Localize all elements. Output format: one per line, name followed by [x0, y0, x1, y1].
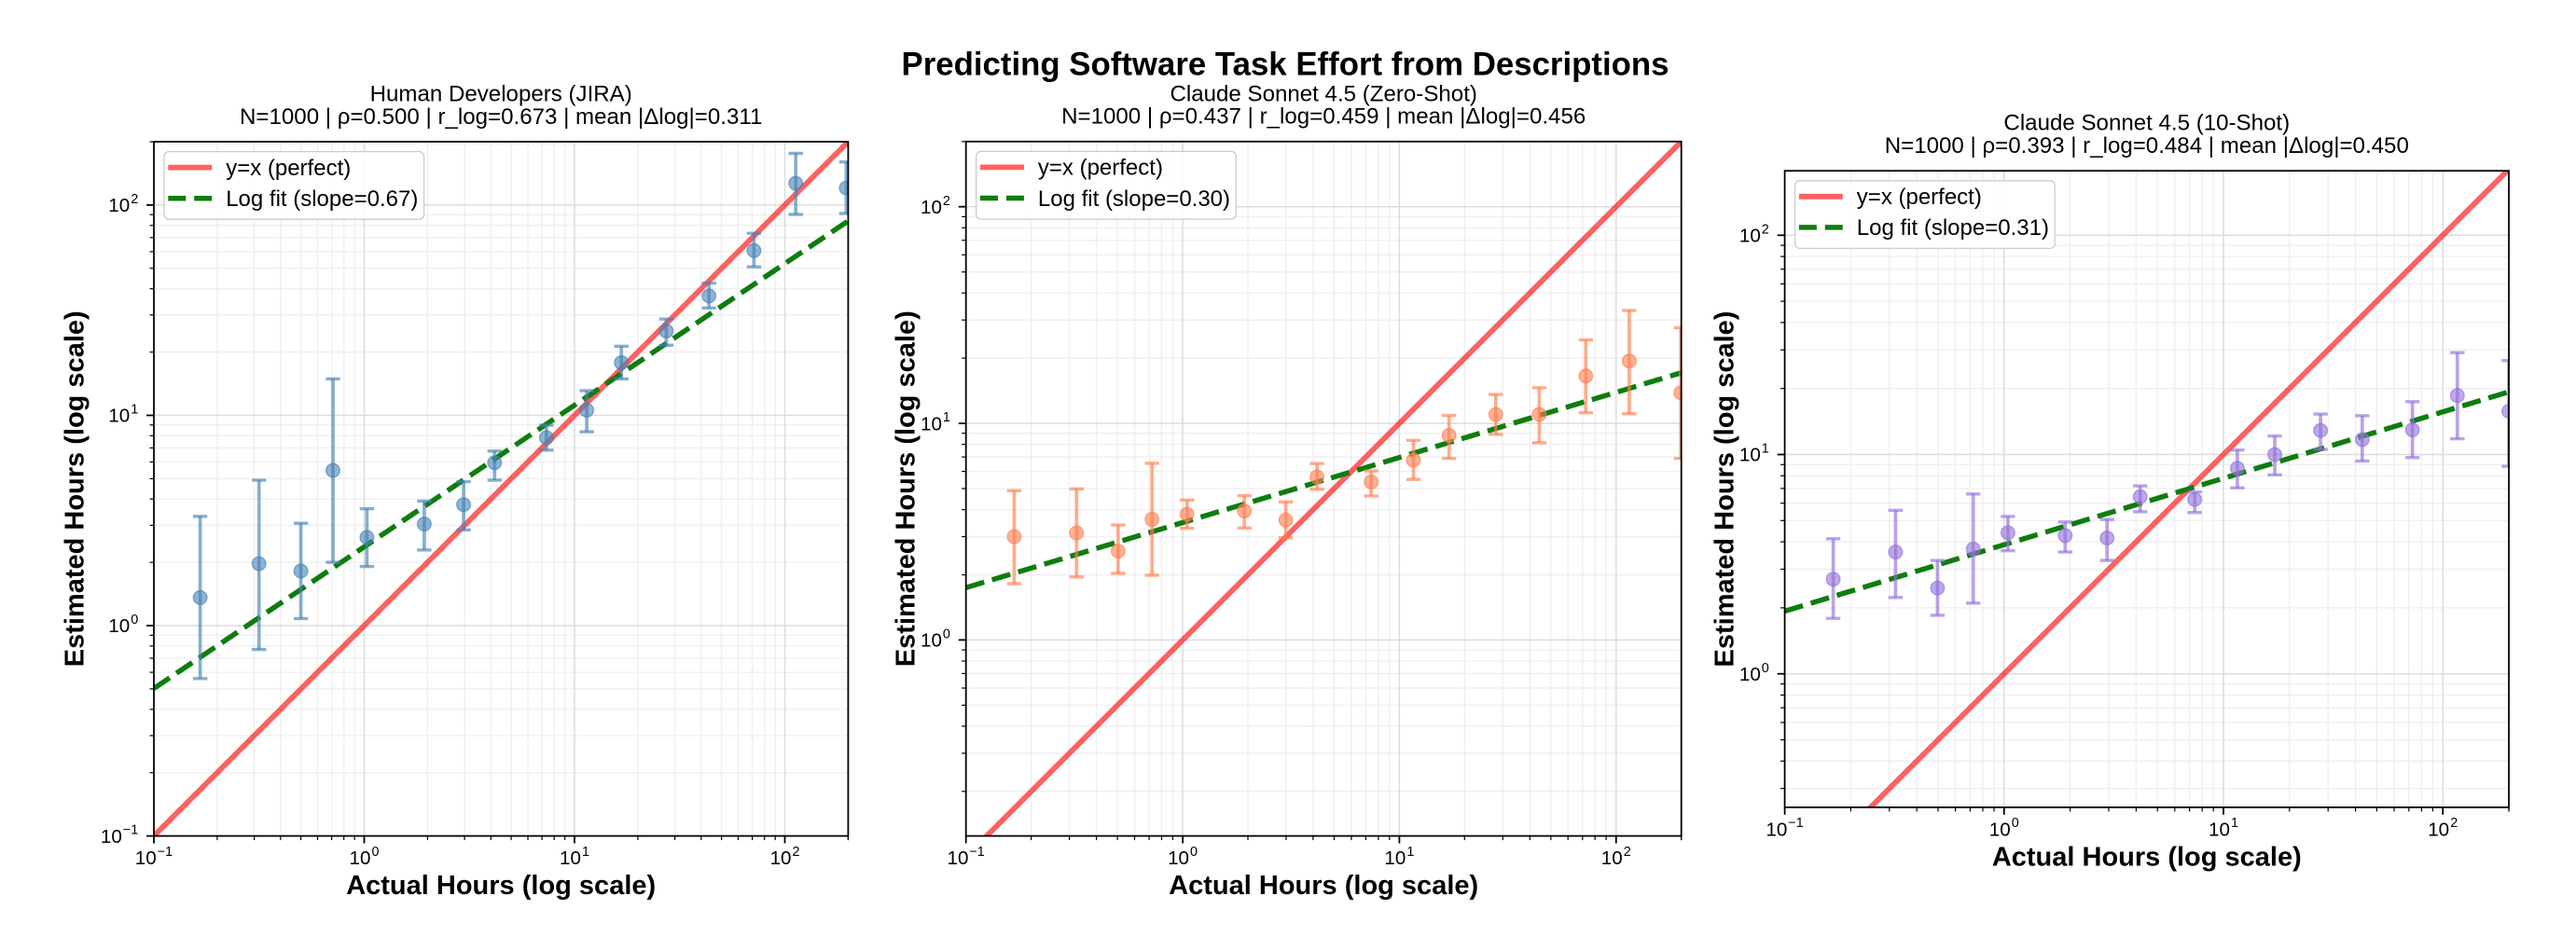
- svg-text:y=x (perfect): y=x (perfect): [226, 156, 351, 181]
- svg-text:Estimated Hours (log scale): Estimated Hours (log scale): [892, 310, 921, 667]
- svg-text:2: 2: [793, 845, 800, 860]
- svg-text:10: 10: [1739, 445, 1761, 466]
- svg-text:10: 10: [108, 195, 130, 216]
- svg-text:−1: −1: [123, 823, 138, 838]
- svg-text:Human Developers (JIRA): Human Developers (JIRA): [370, 82, 632, 107]
- svg-text:N=1000 | ρ=0.393 | r_log=0.484: N=1000 | ρ=0.393 | r_log=0.484 | mean |Δ…: [1885, 133, 2409, 158]
- svg-text:y=x (perfect): y=x (perfect): [1038, 156, 1163, 181]
- svg-text:10: 10: [770, 848, 792, 869]
- svg-text:Log fit (slope=0.30): Log fit (slope=0.30): [1038, 186, 1230, 212]
- svg-text:10: 10: [135, 848, 157, 869]
- svg-text:Estimated Hours (log scale): Estimated Hours (log scale): [1710, 311, 1740, 668]
- svg-text:10: 10: [1739, 664, 1761, 685]
- svg-text:0: 0: [1762, 661, 1769, 676]
- svg-text:1: 1: [131, 403, 138, 418]
- svg-text:Claude Sonnet 4.5 (Zero-Shot): Claude Sonnet 4.5 (Zero-Shot): [1170, 81, 1476, 106]
- svg-text:N=1000 | ρ=0.500 | r_log=0.673: N=1000 | ρ=0.500 | r_log=0.673 | mean |Δ…: [240, 104, 762, 130]
- svg-text:1: 1: [1762, 442, 1769, 457]
- svg-text:Estimated Hours (log scale): Estimated Hours (log scale): [61, 310, 90, 667]
- svg-text:2: 2: [1762, 222, 1769, 237]
- svg-text:0: 0: [943, 627, 950, 642]
- svg-text:2: 2: [1624, 845, 1631, 860]
- svg-text:Predicting Software Task Effor: Predicting Software Task Effort from Des…: [901, 46, 1669, 82]
- svg-text:10: 10: [101, 826, 122, 848]
- svg-text:10: 10: [921, 197, 942, 218]
- svg-text:0: 0: [2012, 816, 2019, 831]
- svg-text:10: 10: [560, 848, 581, 869]
- svg-text:Actual Hours (log scale): Actual Hours (log scale): [346, 871, 656, 901]
- svg-text:10: 10: [921, 413, 942, 434]
- svg-text:1: 1: [582, 845, 589, 860]
- svg-text:2: 2: [943, 194, 950, 209]
- svg-text:Actual Hours (log scale): Actual Hours (log scale): [1992, 843, 2302, 873]
- svg-text:10: 10: [1989, 819, 2011, 840]
- svg-text:Claude Sonnet 4.5 (10-Shot): Claude Sonnet 4.5 (10-Shot): [2003, 111, 2290, 136]
- svg-text:0: 0: [372, 845, 380, 860]
- svg-text:10: 10: [1766, 819, 1787, 840]
- svg-text:2: 2: [2450, 816, 2458, 831]
- svg-text:0: 0: [1190, 845, 1198, 860]
- svg-text:2: 2: [131, 192, 138, 207]
- svg-text:10: 10: [2428, 819, 2449, 840]
- svg-text:−1: −1: [1788, 816, 1803, 831]
- svg-text:N=1000 | ρ=0.437 | r_log=0.459: N=1000 | ρ=0.437 | r_log=0.459 | mean |Δ…: [1061, 104, 1586, 130]
- svg-text:Log fit (slope=0.67): Log fit (slope=0.67): [226, 186, 418, 212]
- svg-text:10: 10: [921, 630, 942, 652]
- svg-text:10: 10: [948, 848, 969, 869]
- svg-text:10: 10: [350, 848, 371, 869]
- svg-text:y=x (perfect): y=x (perfect): [1857, 185, 1982, 210]
- svg-text:10: 10: [1384, 848, 1406, 869]
- svg-text:−1: −1: [969, 845, 984, 860]
- svg-text:−1: −1: [158, 845, 173, 860]
- svg-text:0: 0: [131, 613, 138, 627]
- svg-text:Log fit (slope=0.31): Log fit (slope=0.31): [1857, 215, 2049, 241]
- svg-text:1: 1: [2231, 816, 2238, 831]
- svg-text:10: 10: [108, 615, 130, 637]
- svg-text:1: 1: [943, 410, 950, 425]
- svg-text:1: 1: [1406, 845, 1414, 860]
- svg-text:10: 10: [1739, 226, 1761, 247]
- svg-text:10: 10: [1601, 848, 1623, 869]
- svg-text:Actual Hours (log scale): Actual Hours (log scale): [1169, 871, 1478, 901]
- svg-text:10: 10: [2209, 819, 2230, 840]
- svg-text:10: 10: [1168, 848, 1189, 869]
- svg-text:10: 10: [108, 406, 130, 427]
